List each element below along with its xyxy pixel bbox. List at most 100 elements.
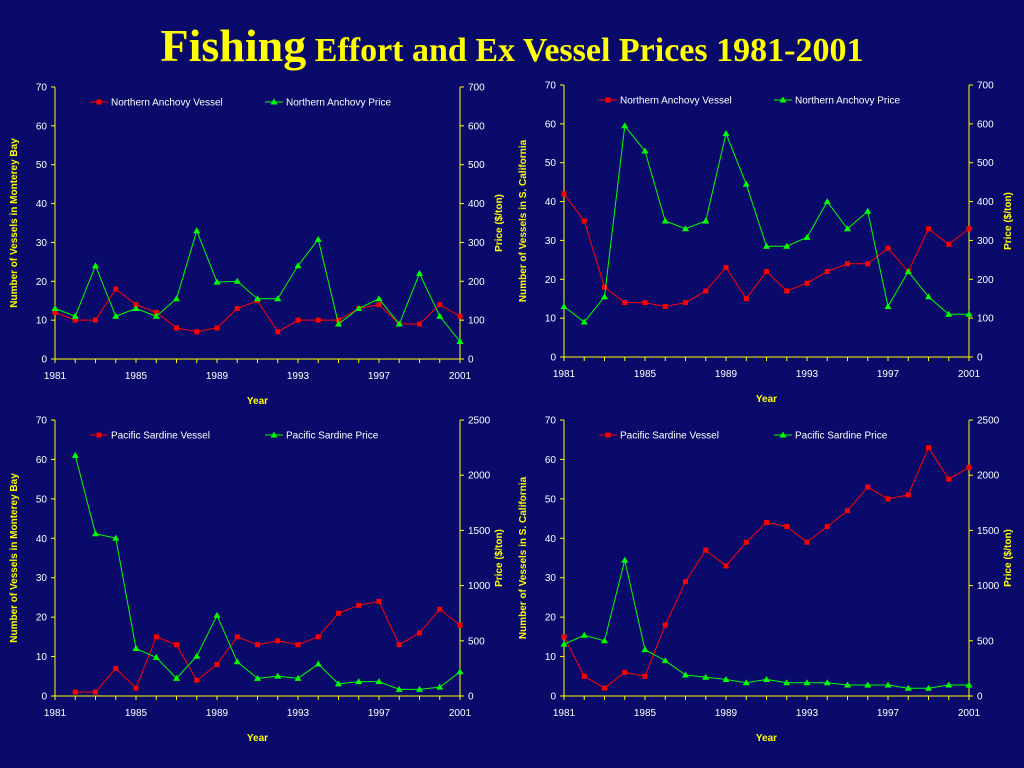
data-point <box>133 302 139 308</box>
data-point <box>601 293 608 300</box>
data-point <box>580 631 588 638</box>
data-point <box>784 288 790 294</box>
x-tick-label: 2001 <box>449 708 472 719</box>
data-point <box>213 278 221 285</box>
legend-entry: Pacific Sardine Vessel <box>599 431 719 442</box>
data-point <box>824 523 830 529</box>
right-y-tick-label: 200 <box>468 277 485 288</box>
left-y-tick-label: 10 <box>545 314 557 325</box>
data-point <box>437 302 443 308</box>
right-y-tick-label: 200 <box>977 275 994 286</box>
data-point <box>743 296 749 302</box>
legend-swatch-marker <box>270 431 278 438</box>
data-point <box>561 634 567 640</box>
chart-sardine-monterey: 0 10 20 30 40 50 60 70 0 500 1000 1500 2000 2500 1981 1… <box>9 416 505 745</box>
right-y-tick-label: 1500 <box>468 526 491 537</box>
legend-label: Pacific Sardine Price <box>286 431 379 442</box>
right-y-tick-label: 600 <box>468 121 485 132</box>
left-y-tick-label: 40 <box>545 534 557 545</box>
data-point <box>254 295 261 302</box>
series-price <box>71 451 464 692</box>
left-y-tick-label: 40 <box>36 534 48 545</box>
data-point <box>456 668 464 675</box>
data-point <box>845 261 850 267</box>
data-point <box>71 312 79 319</box>
data-point <box>315 634 321 640</box>
data-point <box>314 235 322 242</box>
right-y-axis-title: Price ($/ton) <box>1003 529 1014 587</box>
data-point <box>315 317 321 323</box>
left-y-tick-label: 30 <box>545 573 557 584</box>
data-point <box>641 646 649 653</box>
data-point <box>966 464 972 470</box>
legend-label: Northern Anchovy Price <box>795 96 900 107</box>
data-point <box>783 242 791 249</box>
data-point <box>153 634 159 640</box>
chart-anchovy-monterey: 0102030405060700100200300400500600700198… <box>9 83 505 408</box>
right-y-tick-label: 1000 <box>977 581 1000 592</box>
data-point <box>274 672 282 679</box>
right-y-tick-label: 100 <box>468 316 485 327</box>
x-tick-label: 1989 <box>206 371 229 382</box>
right-y-tick-label: 0 <box>468 692 474 703</box>
series-price <box>560 122 973 325</box>
left-y-tick-label: 70 <box>36 83 48 94</box>
data-point <box>416 685 423 692</box>
left-y-tick-label: 10 <box>545 652 557 663</box>
data-point <box>132 645 140 652</box>
left-y-tick-label: 60 <box>545 119 557 130</box>
data-point <box>703 547 709 553</box>
x-tick-label: 1989 <box>206 708 229 719</box>
data-point <box>560 302 568 309</box>
right-y-tick-label: 300 <box>468 238 485 249</box>
data-point <box>723 563 729 569</box>
data-point <box>722 130 730 137</box>
legend-swatch-marker <box>605 432 611 438</box>
left-y-tick-label: 50 <box>36 494 48 505</box>
data-point <box>255 642 260 648</box>
left-y-axis-title: Number of Vessels in S. California <box>518 139 529 302</box>
data-point <box>621 556 629 563</box>
data-point <box>173 674 180 681</box>
data-point <box>683 300 688 306</box>
x-axis-title: Year <box>756 733 777 744</box>
left-y-tick-label: 20 <box>36 613 48 624</box>
data-point <box>193 652 201 659</box>
data-point <box>72 689 78 695</box>
data-point <box>417 321 422 327</box>
data-point <box>925 684 932 691</box>
data-point <box>865 484 871 490</box>
data-point <box>275 638 281 644</box>
data-point <box>945 310 953 317</box>
data-point <box>864 207 872 214</box>
series-line <box>75 600 461 693</box>
data-point <box>823 198 831 205</box>
chart-anchovy-s-california: 0102030405060700100200300400500600700198… <box>518 81 1014 406</box>
right-y-tick-label: 500 <box>977 158 994 169</box>
data-point <box>417 630 422 636</box>
right-y-tick-label: 1000 <box>468 581 491 592</box>
right-y-tick-label: 2500 <box>468 416 491 427</box>
left-y-tick-label: 70 <box>545 416 557 427</box>
x-tick-label: 1989 <box>715 708 738 719</box>
data-point <box>194 329 200 335</box>
legend-label: Pacific Sardine Vessel <box>111 431 210 442</box>
series-line <box>563 193 970 307</box>
legend-entry: Northern Anchovy Vessel <box>599 96 732 107</box>
right-y-tick-label: 1500 <box>977 526 1000 537</box>
slide-title-first-word: Fishing <box>160 20 307 71</box>
data-point <box>112 534 120 541</box>
right-y-tick-label: 0 <box>977 692 983 703</box>
slide-title-rest: Effort and Ex Vessel Prices 1981-2001 <box>306 32 864 69</box>
right-y-tick-label: 700 <box>977 81 994 92</box>
left-y-axis-title: Number of Vessels in Monterey Bay <box>9 473 20 643</box>
data-point <box>945 681 953 688</box>
data-point <box>966 226 972 232</box>
data-point <box>621 122 629 129</box>
x-axis-title: Year <box>247 396 268 407</box>
left-y-tick-label: 40 <box>36 199 48 210</box>
data-point <box>457 622 463 628</box>
x-tick-label: 2001 <box>958 708 981 719</box>
data-point <box>194 677 200 683</box>
data-point <box>560 640 568 647</box>
